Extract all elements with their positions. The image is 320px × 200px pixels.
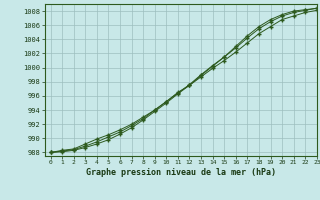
X-axis label: Graphe pression niveau de la mer (hPa): Graphe pression niveau de la mer (hPa) xyxy=(86,168,276,177)
